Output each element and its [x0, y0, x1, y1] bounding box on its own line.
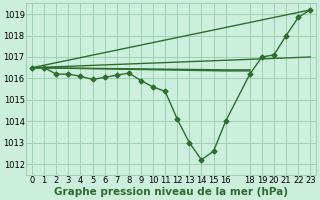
X-axis label: Graphe pression niveau de la mer (hPa): Graphe pression niveau de la mer (hPa)	[54, 187, 288, 197]
